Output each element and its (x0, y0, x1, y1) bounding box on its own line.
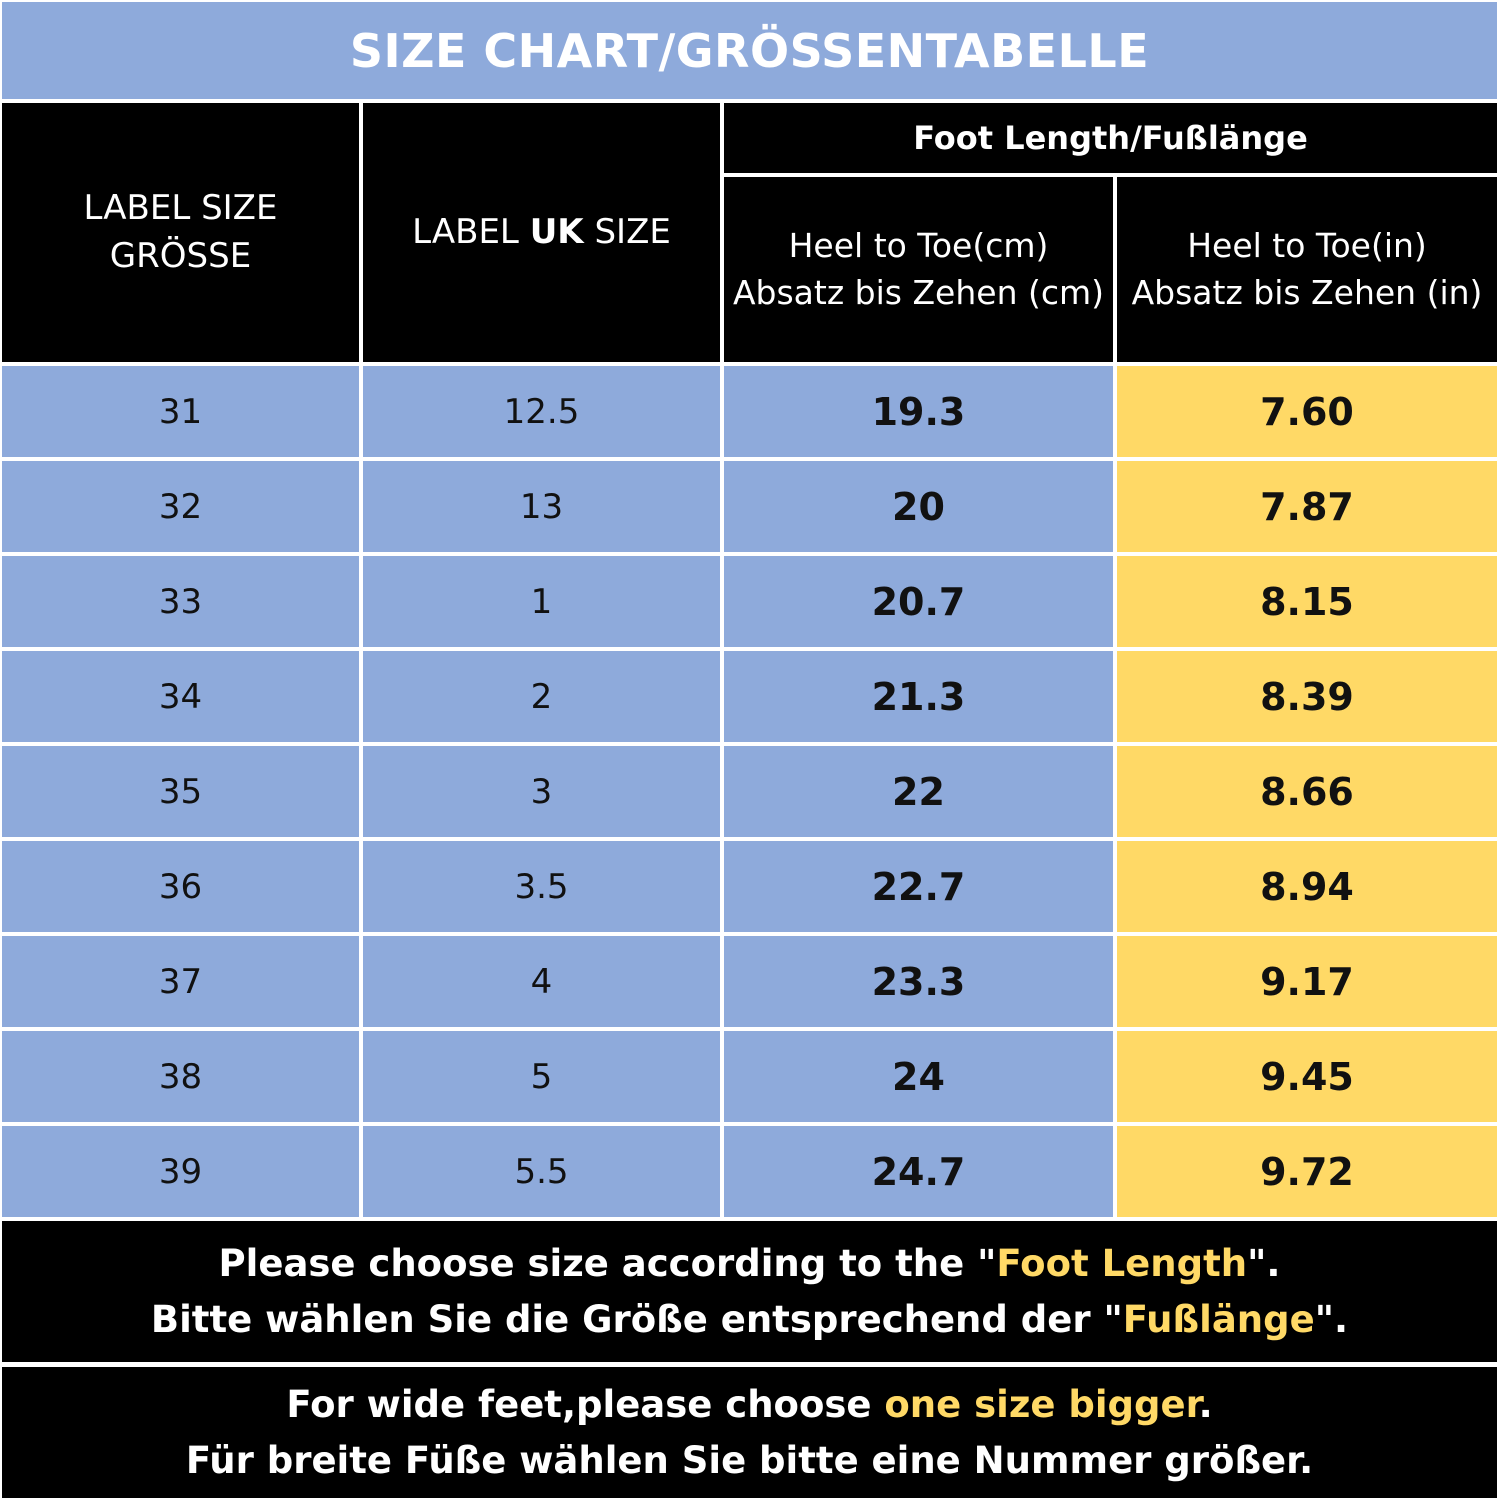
header-heel-to-toe-in: Heel to Toe(in) Absatz bis Zehen (in) (1117, 177, 1497, 362)
note-wide-feet-de: Für breite Füße wählen Sie bitte eine Nu… (185, 1438, 1314, 1482)
header-uk-prefix: LABEL (412, 211, 530, 252)
note-highlight: Foot Length (996, 1242, 1248, 1285)
cell-uk-size: 5.5 (363, 1126, 720, 1217)
header-uk-size: LABEL UK SIZE (363, 103, 720, 362)
header-uk-size-text: LABEL UK SIZE (412, 209, 671, 257)
chart-title: SIZE CHART/GRÖSSENTABELLE (2, 2, 1497, 99)
note-text: . (1198, 1383, 1213, 1426)
note-wide-feet: For wide feet,please choose one size big… (2, 1367, 1497, 1498)
cell-uk-size: 3.5 (363, 841, 720, 932)
cell-uk-size: 13 (363, 461, 720, 552)
cell-heel-to-toe-cm: 24 (724, 1031, 1113, 1122)
cell-label-size: 36 (2, 841, 359, 932)
header-in-line2: Absatz bis Zehen (in) (1131, 272, 1483, 312)
header-cm-line2: Absatz bis Zehen (cm) (732, 272, 1105, 312)
header-label-size-line2: GRÖSSE (109, 235, 252, 276)
cell-heel-to-toe-cm: 21.3 (724, 651, 1113, 742)
cell-label-size: 33 (2, 556, 359, 647)
cell-heel-to-toe-in: 7.60 (1117, 366, 1497, 457)
cell-heel-to-toe-cm: 20.7 (724, 556, 1113, 647)
cell-uk-size: 4 (363, 936, 720, 1027)
cell-label-size: 37 (2, 936, 359, 1027)
note-text: ". (1247, 1242, 1281, 1285)
cell-heel-to-toe-in: 9.17 (1117, 936, 1497, 1027)
cell-heel-to-toe-cm: 24.7 (724, 1126, 1113, 1217)
cell-heel-to-toe-in: 7.87 (1117, 461, 1497, 552)
cell-uk-size: 1 (363, 556, 720, 647)
note-text: For wide feet,please choose (286, 1383, 885, 1426)
cell-heel-to-toe-cm: 23.3 (724, 936, 1113, 1027)
cell-label-size: 38 (2, 1031, 359, 1122)
note-text: Please choose size according to the " (218, 1242, 997, 1285)
header-uk-strong: UK (529, 211, 584, 252)
cell-label-size: 39 (2, 1126, 359, 1217)
header-label-size: LABEL SIZE GRÖSSE (2, 103, 359, 362)
note-wide-feet-en: For wide feet,please choose one size big… (286, 1377, 1212, 1433)
cell-heel-to-toe-cm: 22 (724, 746, 1113, 837)
header-uk-suffix: SIZE (583, 211, 671, 252)
cell-heel-to-toe-cm: 19.3 (724, 366, 1113, 457)
cell-label-size: 34 (2, 651, 359, 742)
note-text: ". (1314, 1297, 1349, 1341)
note-foot-length-de: Bitte wählen Sie die Größe entsprechend … (151, 1292, 1348, 1348)
cell-heel-to-toe-in: 9.72 (1117, 1126, 1497, 1217)
cell-heel-to-toe-cm: 22.7 (724, 841, 1113, 932)
cell-heel-to-toe-in: 9.45 (1117, 1031, 1497, 1122)
cell-heel-to-toe-in: 8.94 (1117, 841, 1497, 932)
cell-uk-size: 5 (363, 1031, 720, 1122)
header-foot-length: Foot Length/Fußlänge (724, 103, 1497, 173)
header-cm-line1: Heel to Toe(cm) (788, 226, 1049, 266)
note-highlight: one size bigger (884, 1383, 1199, 1426)
header-heel-to-toe-cm: Heel to Toe(cm) Absatz bis Zehen (cm) (724, 177, 1113, 362)
header-in-line1: Heel to Toe(in) (1187, 226, 1427, 266)
cell-label-size: 31 (2, 366, 359, 457)
note-text: Bitte wählen Sie die Größe entsprechend … (150, 1297, 1123, 1341)
cell-uk-size: 12.5 (363, 366, 720, 457)
cell-uk-size: 3 (363, 746, 720, 837)
cell-heel-to-toe-in: 8.39 (1117, 651, 1497, 742)
note-foot-length: Please choose size according to the "Foo… (2, 1221, 1497, 1362)
cell-label-size: 35 (2, 746, 359, 837)
cell-heel-to-toe-in: 8.15 (1117, 556, 1497, 647)
note-highlight: Fußlänge (1122, 1297, 1315, 1341)
note-foot-length-en: Please choose size according to the "Foo… (219, 1236, 1281, 1292)
cell-heel-to-toe-in: 8.66 (1117, 746, 1497, 837)
cell-uk-size: 2 (363, 651, 720, 742)
cell-heel-to-toe-cm: 20 (724, 461, 1113, 552)
header-label-size-line1: LABEL SIZE (83, 187, 278, 228)
cell-label-size: 32 (2, 461, 359, 552)
